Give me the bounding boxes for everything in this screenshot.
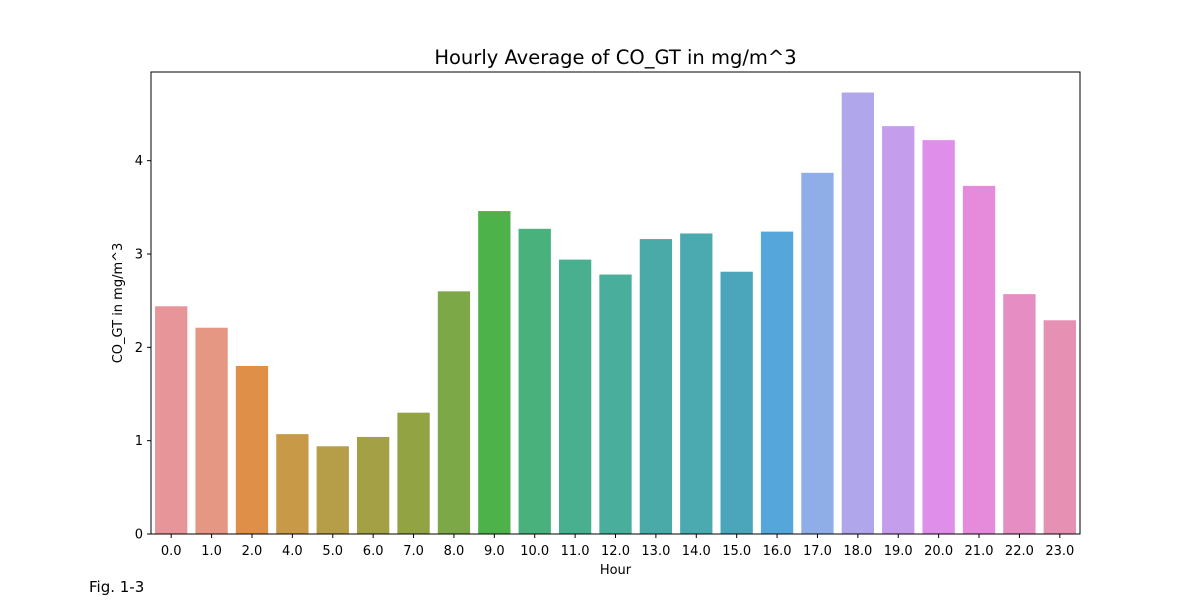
- y-tick-label: 1: [135, 434, 143, 449]
- x-tick-label: 15.0: [722, 544, 751, 559]
- bar-1.0: [195, 327, 228, 534]
- bar-18.0: [841, 92, 875, 535]
- bar-9.0: [478, 211, 511, 535]
- bar-21.0: [962, 185, 996, 534]
- x-tick-label: 1.0: [201, 544, 222, 559]
- x-axis-ticks: 0.0 1.0 2.0 4.0 5.0 6.0 7.0 8.0 9.0 10.0 11.0 12.0 1…: [161, 534, 1074, 559]
- bars-group: [155, 92, 1076, 535]
- x-tick-label: 19.0: [884, 544, 913, 559]
- bar-0.0: [155, 306, 188, 534]
- x-tick-label: 8.0: [444, 544, 465, 559]
- x-tick-label: 17.0: [803, 544, 832, 559]
- x-axis-label: Hour: [600, 563, 632, 578]
- bar-10.0: [518, 228, 551, 535]
- x-tick-label: 9.0: [484, 544, 505, 559]
- bar-22.0: [1003, 294, 1036, 534]
- x-tick-label: 7.0: [403, 544, 424, 559]
- chart-title: Hourly Average of CO_GT in mg/m^3: [434, 46, 796, 69]
- x-tick-label: 18.0: [843, 544, 872, 559]
- x-tick-label: 20.0: [924, 544, 953, 559]
- bar-14.0: [680, 233, 713, 534]
- bar-23.0: [1043, 320, 1076, 534]
- bar-15.0: [720, 271, 753, 534]
- x-tick-label: 22.0: [1005, 544, 1034, 559]
- x-tick-label: 13.0: [641, 544, 670, 559]
- y-tick-label: 4: [135, 154, 143, 169]
- bar-11.0: [558, 259, 592, 534]
- x-tick-label: 12.0: [601, 544, 630, 559]
- y-axis-ticks: 0 1 2 3 4: [135, 154, 151, 543]
- x-tick-label: 6.0: [363, 544, 384, 559]
- bar-13.0: [639, 239, 673, 535]
- x-tick-label: 4.0: [282, 544, 303, 559]
- bar-17.0: [801, 172, 834, 535]
- y-tick-label: 3: [135, 248, 143, 263]
- y-tick-label: 2: [135, 341, 143, 356]
- bar-12.0: [599, 274, 632, 534]
- bar-5.0: [316, 446, 349, 534]
- figure-caption: Fig. 1-3: [89, 578, 145, 596]
- x-tick-label: 23.0: [1045, 544, 1074, 559]
- x-tick-label: 10.0: [520, 544, 549, 559]
- bar-19.0: [882, 126, 915, 534]
- bar-2.0: [235, 366, 269, 534]
- bar-4.0: [276, 434, 309, 534]
- x-tick-label: 11.0: [561, 544, 590, 559]
- x-tick-label: 5.0: [322, 544, 343, 559]
- x-tick-label: 14.0: [682, 544, 711, 559]
- x-tick-label: 21.0: [965, 544, 994, 559]
- x-tick-label: 16.0: [763, 544, 792, 559]
- bar-8.0: [437, 291, 471, 534]
- bar-7.0: [397, 412, 430, 534]
- x-tick-label: 2.0: [242, 544, 263, 559]
- bar-20.0: [922, 140, 955, 534]
- x-tick-label: 0.0: [161, 544, 182, 559]
- bar-16.0: [760, 231, 794, 534]
- y-axis-label: CO_GT in mg/m^3: [111, 243, 126, 364]
- bar-6.0: [356, 436, 390, 534]
- y-tick-label: 0: [135, 528, 143, 543]
